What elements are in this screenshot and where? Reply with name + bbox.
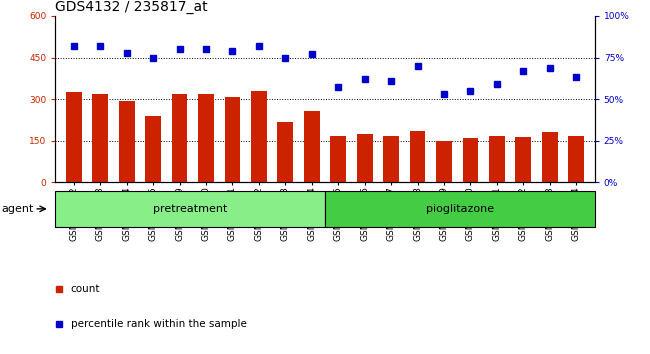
Bar	[410, 131, 426, 182]
Text: pretreatment: pretreatment	[153, 204, 228, 214]
Bar	[384, 136, 399, 182]
Bar	[251, 91, 266, 182]
Bar	[119, 101, 135, 182]
Text: GDS4132 / 235817_at: GDS4132 / 235817_at	[55, 0, 208, 13]
Bar	[92, 94, 108, 182]
Bar	[463, 138, 478, 182]
Bar	[515, 137, 531, 182]
Bar	[278, 122, 293, 182]
Text: pioglitazone: pioglitazone	[426, 204, 494, 214]
Bar	[542, 132, 558, 182]
Bar	[198, 93, 214, 182]
Text: count: count	[71, 284, 100, 294]
Bar	[224, 97, 240, 182]
Text: percentile rank within the sample: percentile rank within the sample	[71, 319, 246, 329]
Bar	[568, 136, 584, 182]
Bar	[66, 92, 82, 182]
Bar	[325, 191, 595, 227]
Bar	[330, 136, 346, 182]
Text: agent: agent	[1, 204, 34, 214]
Bar	[436, 141, 452, 182]
Bar	[304, 111, 320, 182]
Bar	[357, 134, 372, 182]
Bar	[145, 116, 161, 182]
Bar	[55, 191, 325, 227]
Bar	[489, 136, 505, 182]
Bar	[172, 93, 187, 182]
